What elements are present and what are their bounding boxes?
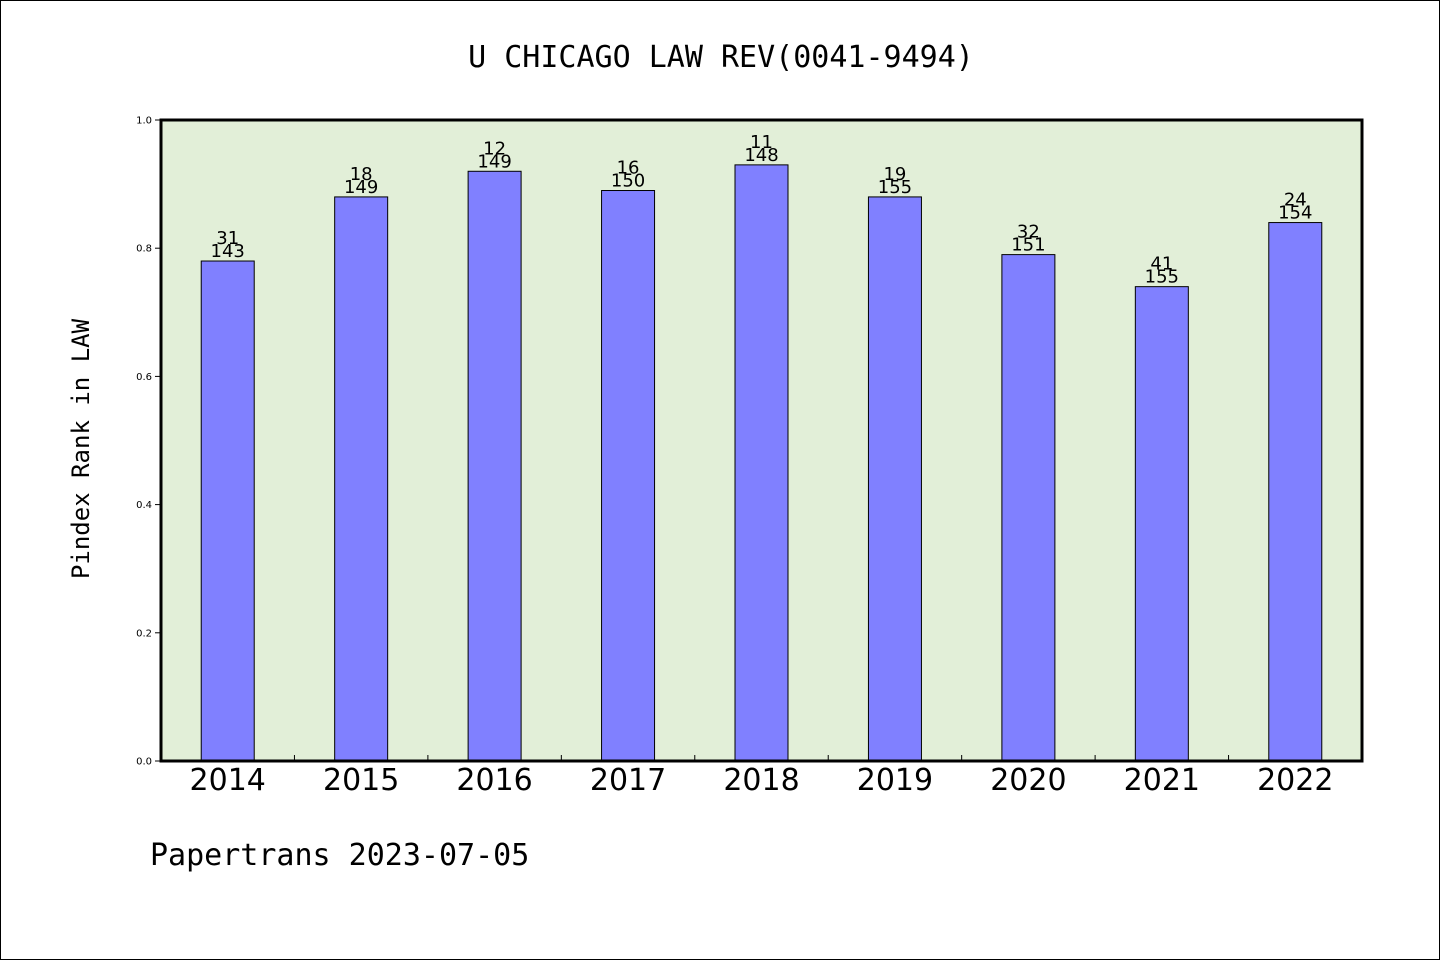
bar-2015 [334, 196, 389, 762]
y-tick-label: 0.8 [136, 244, 152, 255]
x-tick-label-2022: 2022 [1257, 763, 1333, 798]
chart-title: U CHICAGO LAW REV(0041-9494) [468, 40, 974, 75]
x-tick-label-2019: 2019 [857, 763, 933, 798]
total-label-2014: 143 [211, 241, 245, 262]
footer-date-label: Papertrans 2023-07-05 [150, 838, 529, 873]
bar-2017 [601, 190, 656, 762]
total-label-2022: 154 [1278, 203, 1312, 224]
axes-layer: 2014 2015 2016 2017 2018 2019 2020 2021 2022 0.0 0… [136, 116, 1333, 799]
x-tick-label-2020: 2020 [990, 763, 1066, 798]
bar-2014 [200, 260, 255, 762]
y-tick-label: 0.2 [136, 628, 152, 639]
rank-label-2017: 16 [617, 158, 640, 179]
bar-2021 [1134, 286, 1189, 762]
rank-label-2015: 18 [350, 164, 373, 185]
y-axis-label: Pindex Rank in LAW [67, 318, 95, 579]
total-label-2021: 155 [1145, 267, 1179, 288]
rank-label-2016: 12 [483, 138, 506, 159]
rank-label-2020: 32 [1017, 222, 1040, 243]
total-label-2015: 149 [344, 177, 378, 198]
x-tick-label-2021: 2021 [1124, 763, 1200, 798]
y-tick-label: 1.0 [136, 116, 152, 127]
y-tick-label: 0.6 [136, 372, 152, 383]
rank-label-2019: 19 [883, 164, 906, 185]
rank-label-2022: 24 [1284, 190, 1307, 211]
total-label-2019: 155 [878, 177, 912, 198]
bars-layer [200, 164, 1323, 762]
bar-2022 [1268, 222, 1323, 762]
x-tick-label-2018: 2018 [723, 763, 799, 798]
x-tick-label-2014: 2014 [190, 763, 266, 798]
bar-2016 [467, 170, 522, 762]
total-label-2017: 150 [611, 171, 645, 192]
bar-2020 [1001, 254, 1056, 762]
y-tick-label: 0.0 [136, 757, 152, 768]
total-label-2020: 151 [1011, 235, 1045, 256]
x-tick-label-2015: 2015 [323, 763, 399, 798]
x-tick-label-2017: 2017 [590, 763, 666, 798]
bar-2018 [734, 164, 789, 762]
total-label-2018: 148 [744, 145, 778, 166]
plot-border [159, 118, 1364, 763]
bar-2019 [867, 196, 922, 762]
rank-label-2018: 11 [750, 132, 773, 153]
y-tick-label: 0.4 [136, 500, 152, 511]
x-tick-label-2016: 2016 [456, 763, 532, 798]
data-labels-layer: 1433114918149121501614811155191513215541… [211, 132, 1313, 288]
rank-label-2021: 41 [1150, 254, 1173, 275]
total-label-2016: 149 [477, 151, 511, 172]
rank-label-2014: 31 [216, 228, 239, 249]
